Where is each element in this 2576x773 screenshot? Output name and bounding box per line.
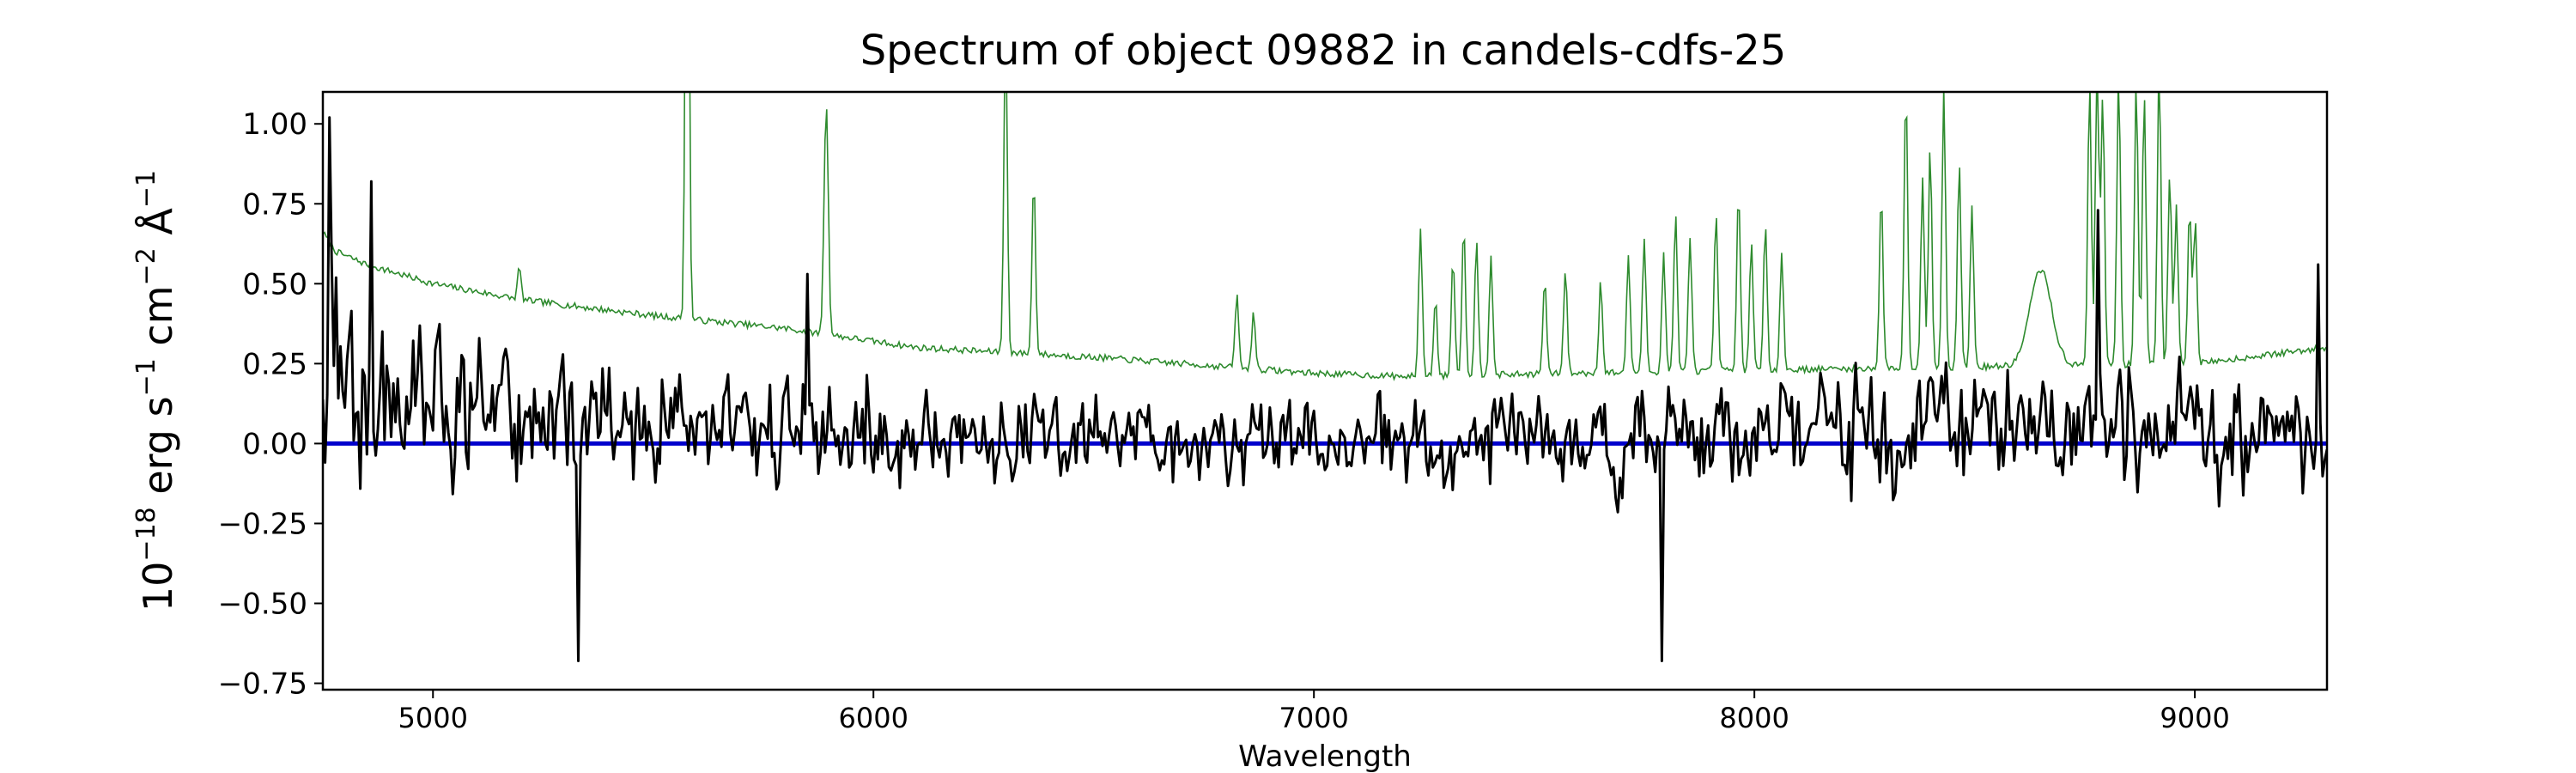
x-tick-label: 9000 bbox=[2160, 702, 2229, 734]
y-tick-label: 0.50 bbox=[242, 267, 307, 301]
chart-title: Spectrum of object 09882 in candels-cdfs… bbox=[860, 27, 1787, 75]
series-flux bbox=[323, 116, 2327, 662]
x-tick-label: 8000 bbox=[1719, 702, 1789, 734]
series-layer bbox=[323, 92, 2327, 662]
series-error bbox=[323, 92, 2327, 381]
plot-frame bbox=[321, 90, 2329, 691]
y-label-unit2: cm bbox=[135, 285, 181, 358]
y-label-unit1: erg s bbox=[135, 396, 181, 507]
y-axis-label: 10−18 erg s−1 cm−2 Å−1 bbox=[131, 170, 181, 612]
y-tick-label: 0.00 bbox=[242, 427, 307, 461]
x-tick-label: 6000 bbox=[838, 702, 908, 734]
y-tick-label: 0.75 bbox=[242, 187, 307, 222]
y-label-base: 10 bbox=[135, 562, 181, 612]
x-axis-label: Wavelength bbox=[1238, 740, 1412, 773]
x-tick-label: 5000 bbox=[398, 702, 468, 734]
y-axis: −0.75 −0.50 −0.25 0.00 0.25 0.50 0.75 1.00 bbox=[218, 107, 323, 702]
y-tick-label: −0.75 bbox=[218, 667, 307, 702]
y-tick-label: −0.50 bbox=[218, 587, 307, 622]
y-tick-label: 0.25 bbox=[242, 347, 307, 381]
x-axis: 5000 6000 7000 8000 9000 bbox=[398, 690, 2230, 734]
y-label-exp3: −1 bbox=[131, 170, 161, 208]
y-tick-label: −0.25 bbox=[218, 507, 307, 541]
y-tick-label: 1.00 bbox=[242, 107, 307, 142]
y-label-exp2: −2 bbox=[131, 247, 161, 285]
y-label-exp1: −1 bbox=[131, 358, 161, 396]
y-label-exp: −18 bbox=[131, 507, 161, 561]
x-tick-label: 7000 bbox=[1279, 702, 1348, 734]
y-label-unit3: Å bbox=[135, 208, 181, 248]
